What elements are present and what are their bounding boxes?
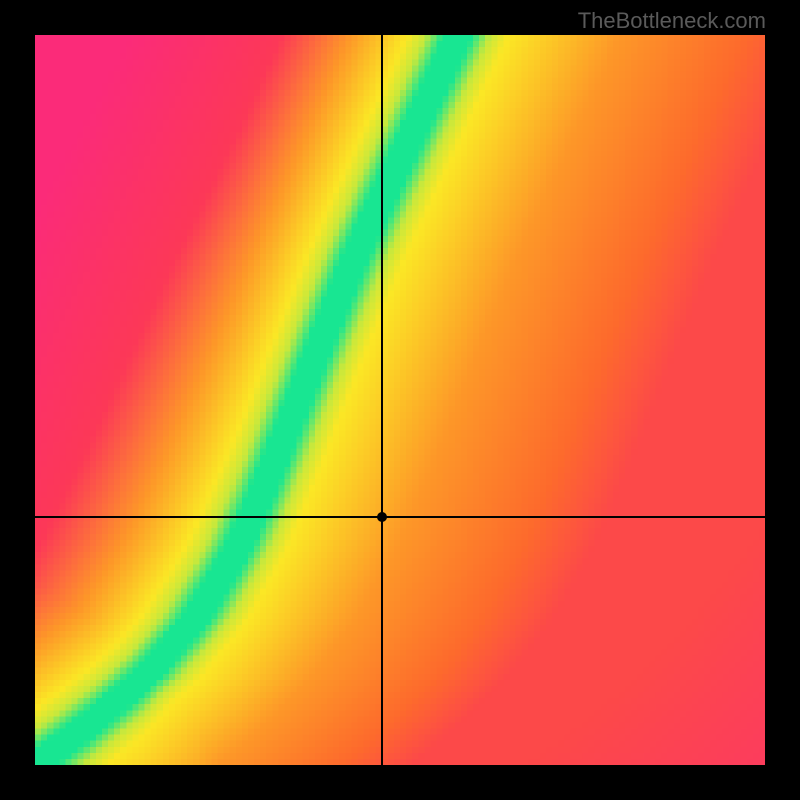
crosshair-horizontal (35, 516, 765, 518)
marker-dot (377, 512, 387, 522)
watermark-text: TheBottleneck.com (578, 8, 766, 34)
crosshair-vertical (381, 35, 383, 765)
bottleneck-heatmap (35, 35, 765, 765)
